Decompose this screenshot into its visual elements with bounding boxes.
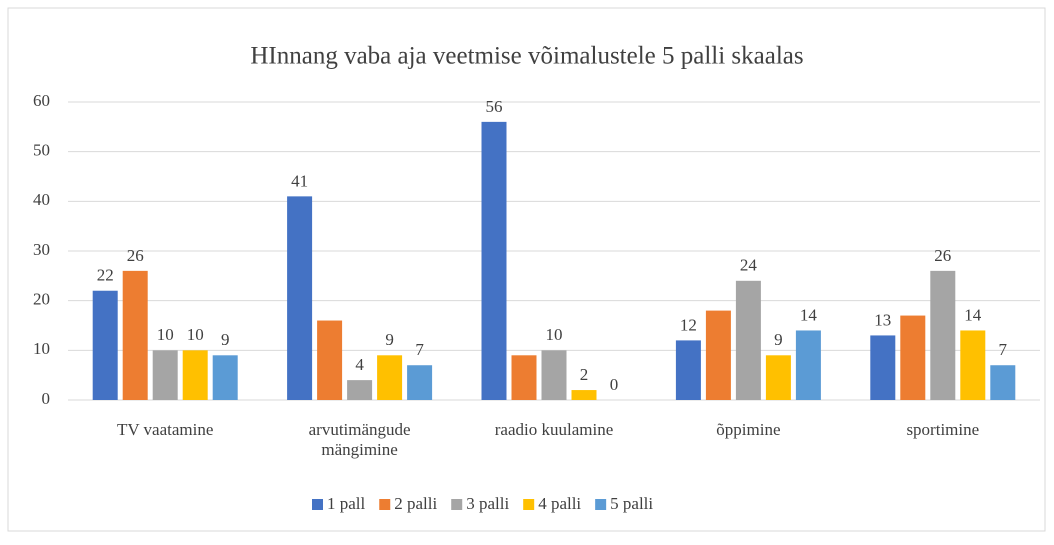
y-tick-label: 0 bbox=[42, 389, 51, 408]
data-label: 26 bbox=[934, 246, 951, 265]
y-tick-label: 50 bbox=[33, 141, 50, 160]
data-label: 41 bbox=[291, 171, 308, 190]
legend-swatch bbox=[595, 499, 607, 510]
bar bbox=[705, 310, 731, 400]
bar bbox=[735, 280, 761, 400]
data-label: 9 bbox=[774, 330, 783, 349]
bar bbox=[317, 320, 343, 400]
legend-swatch bbox=[312, 499, 323, 510]
bar bbox=[377, 355, 403, 400]
legend-label: 2 palli bbox=[394, 494, 437, 513]
y-tick-label: 60 bbox=[33, 91, 50, 110]
bar bbox=[675, 340, 701, 400]
legend-label: 1 pall bbox=[327, 494, 366, 513]
y-tick-label: 10 bbox=[33, 339, 50, 358]
data-label: 12 bbox=[680, 315, 697, 334]
bar bbox=[92, 290, 118, 400]
data-label: 2 bbox=[580, 365, 589, 384]
bar bbox=[541, 350, 567, 400]
data-label: 24 bbox=[740, 256, 758, 275]
bar bbox=[182, 350, 208, 400]
y-tick-label: 20 bbox=[33, 290, 50, 309]
y-tick-label: 30 bbox=[33, 240, 50, 259]
data-label: 4 bbox=[355, 355, 364, 374]
chart-border bbox=[7, 7, 1046, 532]
legend-swatch bbox=[379, 499, 391, 510]
x-tick-label: sportimine bbox=[906, 420, 980, 439]
x-tick-label: õppimine bbox=[716, 420, 781, 439]
x-tick-label: arvutimängude mängimine bbox=[308, 420, 411, 459]
bar bbox=[287, 196, 313, 400]
data-label: 0 bbox=[610, 375, 619, 394]
bar bbox=[347, 380, 373, 400]
data-label: 10 bbox=[546, 325, 563, 344]
data-label: 26 bbox=[127, 246, 144, 265]
legend-label: 4 palli bbox=[538, 494, 581, 513]
bar bbox=[765, 355, 791, 400]
bar bbox=[900, 315, 926, 400]
bar bbox=[122, 270, 148, 400]
data-label: 7 bbox=[415, 340, 424, 359]
y-tick-label: 40 bbox=[33, 190, 50, 209]
data-label: 10 bbox=[187, 325, 204, 344]
bar bbox=[870, 335, 896, 400]
x-tick-label: raadio kuulamine bbox=[494, 420, 614, 439]
legend-swatch bbox=[523, 499, 535, 510]
bar bbox=[152, 350, 178, 400]
bar bbox=[990, 365, 1016, 400]
data-label: 13 bbox=[874, 310, 891, 329]
bar bbox=[407, 365, 433, 400]
data-label: 14 bbox=[800, 305, 818, 324]
data-label: 7 bbox=[999, 340, 1008, 359]
bar bbox=[930, 270, 956, 400]
legend-label: 5 palli bbox=[610, 494, 653, 513]
data-label: 22 bbox=[97, 266, 114, 285]
data-label: 9 bbox=[221, 330, 230, 349]
data-label: 56 bbox=[486, 97, 503, 116]
legend-label: 3 palli bbox=[466, 494, 509, 513]
data-label: 14 bbox=[964, 305, 982, 324]
chart-title: HInnang vaba aja veetmise võimalustele 5… bbox=[250, 43, 803, 70]
bar bbox=[960, 330, 986, 400]
bar bbox=[481, 121, 507, 400]
bar bbox=[795, 330, 821, 400]
bar bbox=[571, 390, 597, 400]
data-label: 9 bbox=[385, 330, 394, 349]
x-tick-label: TV vaatamine bbox=[116, 420, 214, 439]
bar bbox=[212, 355, 238, 400]
data-label: 10 bbox=[157, 325, 174, 344]
bar bbox=[511, 355, 537, 400]
legend-swatch bbox=[451, 499, 463, 510]
